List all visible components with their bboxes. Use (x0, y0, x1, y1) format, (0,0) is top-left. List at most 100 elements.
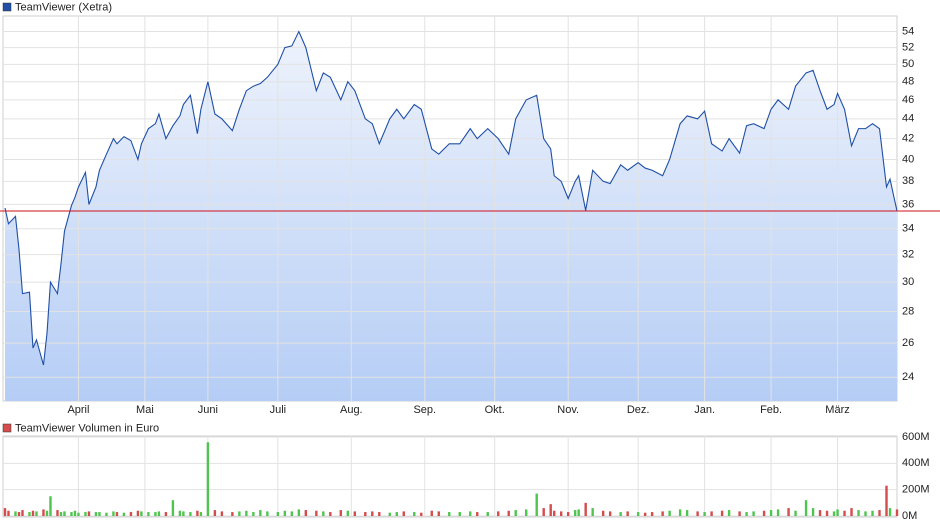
volume-bar (199, 512, 203, 516)
volume-bar (122, 512, 126, 516)
volume-bar (49, 496, 52, 516)
volume-bar (346, 510, 350, 516)
volume-bar (35, 511, 38, 516)
volume-bar (238, 511, 241, 516)
volume-bar (678, 509, 682, 516)
volume-bar (727, 510, 731, 516)
y-tick-label: 50 (902, 58, 914, 70)
volume-bar (794, 510, 797, 516)
volume-bar (762, 510, 766, 516)
volume-bar (94, 512, 98, 516)
y-tick-label: 40 (902, 153, 914, 165)
volume-bar (497, 511, 500, 516)
volume-bar (843, 510, 846, 516)
volume-bar (738, 511, 741, 516)
volume-bar (164, 512, 168, 516)
x-tick-label: Dez. (627, 404, 650, 416)
y-tick-label: 200M (902, 484, 930, 496)
y-tick-label: 48 (902, 76, 914, 88)
y-tick-label: 28 (902, 305, 914, 317)
volume-bar (573, 510, 577, 516)
volume-bar (329, 512, 332, 516)
volume-bar (157, 511, 161, 516)
x-tick-label: Mai (136, 404, 154, 416)
volume-bar (591, 508, 594, 516)
volume-bar (115, 512, 119, 516)
volume-bar (836, 509, 839, 516)
volume-bar (112, 511, 115, 516)
volume-bar (98, 512, 101, 516)
volume-bar (353, 511, 357, 516)
volume-bar (507, 510, 510, 516)
volume-bar (84, 512, 87, 516)
volume-bar (619, 512, 622, 516)
volume-bar (787, 508, 790, 516)
volume-bar (7, 510, 10, 516)
volume-bar (850, 508, 853, 516)
volume-bar (189, 512, 192, 516)
y-tick-label: 26 (902, 337, 914, 349)
volume-bar (752, 511, 755, 516)
volume-bar (458, 512, 461, 516)
volume-bar (339, 510, 343, 516)
x-tick-label: März (825, 404, 849, 416)
volume-bar (895, 509, 899, 516)
volume-bar (42, 509, 45, 516)
volume-bar (196, 510, 199, 516)
legend-label: TeamViewer (Xetra) (15, 1, 112, 13)
volume-bar (259, 510, 262, 516)
volume-bar (857, 510, 860, 516)
volume-bar (140, 511, 143, 516)
y-tick-label: 24 (902, 371, 914, 383)
volume-bar (577, 509, 580, 516)
volume-bar (395, 512, 398, 516)
volume-bar (668, 510, 671, 516)
volume-bar (87, 511, 91, 516)
volume-bar (542, 508, 545, 516)
volume-bar (888, 508, 892, 516)
volume-bar (105, 512, 108, 516)
volume-bar (73, 510, 77, 516)
volume-bar (59, 512, 63, 516)
volume-bar (413, 512, 416, 516)
volume-bar (469, 511, 472, 516)
volume-bar (266, 511, 269, 516)
volume-bar (297, 509, 301, 516)
y-tick-label: 0M (902, 510, 917, 522)
x-tick-label: Juni (198, 404, 218, 416)
x-tick-label: Jan. (694, 404, 715, 416)
volume-bar (420, 512, 423, 516)
volume-bar (745, 512, 748, 516)
volume-bar (650, 512, 654, 516)
volume-bar (388, 512, 391, 516)
volume-bar (486, 512, 489, 516)
x-tick-label: Aug. (340, 404, 363, 416)
volume-bar (315, 510, 318, 516)
volume-bar (584, 502, 587, 516)
volume-bar (525, 509, 528, 516)
x-tick-label: Nov. (557, 404, 579, 416)
volume-bar (696, 511, 699, 516)
volume-bar (864, 511, 867, 516)
volume-bar (871, 510, 874, 516)
volume-bar (171, 500, 175, 516)
y-tick-label: 34 (902, 223, 914, 235)
volume-bar (703, 512, 706, 516)
x-tick-label: Sep. (413, 404, 436, 416)
y-tick-label: 54 (902, 25, 914, 37)
volume-bar (70, 512, 73, 516)
volume-bar (245, 510, 248, 516)
volume-bar (304, 510, 308, 516)
volume-bar (28, 512, 31, 516)
y-tick-label: 38 (902, 175, 914, 187)
y-tick-label: 32 (902, 249, 914, 261)
volume-bar (31, 510, 35, 516)
volume-bar (206, 442, 210, 516)
y-tick-label: 46 (902, 94, 914, 106)
volume-bar (322, 511, 325, 516)
volume-bar (549, 504, 552, 516)
volume-bar (769, 510, 773, 516)
y-tick-label: 36 (902, 198, 914, 210)
volume-bar (643, 512, 647, 516)
